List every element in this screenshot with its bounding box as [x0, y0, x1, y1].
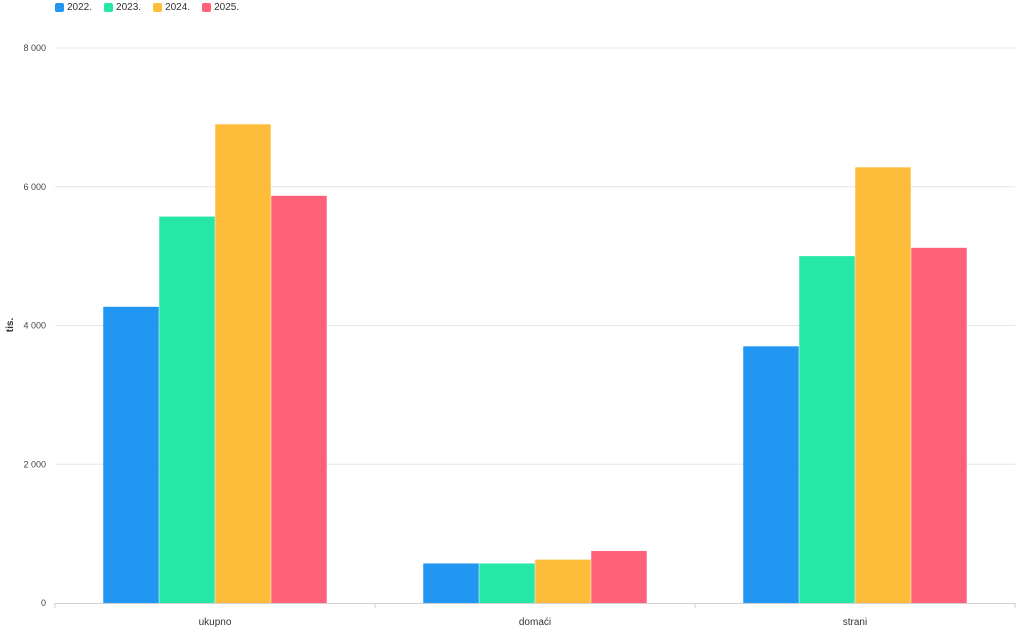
- y-axis-label: tis.: [5, 318, 16, 333]
- chart-legend: 2022. 2023. 2024. 2025.: [55, 0, 239, 14]
- legend-item-1[interactable]: 2022.: [55, 2, 92, 13]
- bar-ukupno-2022[interactable]: [103, 306, 159, 603]
- bars: [103, 124, 967, 604]
- legend-label: 2025.: [214, 1, 240, 13]
- y-tick-label: 0: [41, 598, 46, 608]
- y-tick-label: 4 000: [23, 321, 46, 331]
- legend-label: 2023.: [116, 1, 142, 13]
- y-tick-label: 8 000: [23, 43, 46, 53]
- bar-ukupno-2024[interactable]: [215, 124, 271, 603]
- x-category-label: strani: [843, 617, 867, 628]
- legend-swatch: [202, 2, 212, 12]
- bar-domaći-2022[interactable]: [423, 563, 479, 603]
- legend-item-3[interactable]: 2024.: [153, 2, 190, 13]
- bar-domaći-2023[interactable]: [479, 563, 535, 603]
- y-tick-label: 2 000: [23, 459, 46, 469]
- legend-swatch: [104, 2, 114, 12]
- bar-domaći-2024[interactable]: [535, 559, 591, 603]
- bar-domaći-2025[interactable]: [591, 550, 647, 603]
- y-axis-ticks: 0 2 000 4 000 6 000 8 000: [23, 43, 46, 608]
- bar-strani-2025[interactable]: [911, 247, 967, 604]
- legend-swatch: [55, 2, 64, 12]
- bar-ukupno-2023[interactable]: [159, 216, 215, 604]
- legend-item-2[interactable]: 2023.: [104, 2, 141, 13]
- legend-swatch: [153, 2, 163, 12]
- legend-item-4[interactable]: 2025.: [202, 2, 239, 13]
- grid-lines: [55, 47, 1015, 465]
- y-tick-label: 6 000: [23, 182, 46, 192]
- bar-strani-2022[interactable]: [743, 346, 799, 603]
- bar-strani-2024[interactable]: [855, 167, 911, 603]
- bar-strani-2023[interactable]: [799, 256, 855, 603]
- x-axis: ukupno domaći strani: [54, 603, 1016, 628]
- legend-label: 2022.: [67, 1, 93, 13]
- legend-label: 2024.: [165, 1, 191, 13]
- x-category-label: domaći: [519, 617, 551, 628]
- x-category-label: ukupno: [199, 617, 232, 628]
- bar-ukupno-2025[interactable]: [271, 195, 327, 604]
